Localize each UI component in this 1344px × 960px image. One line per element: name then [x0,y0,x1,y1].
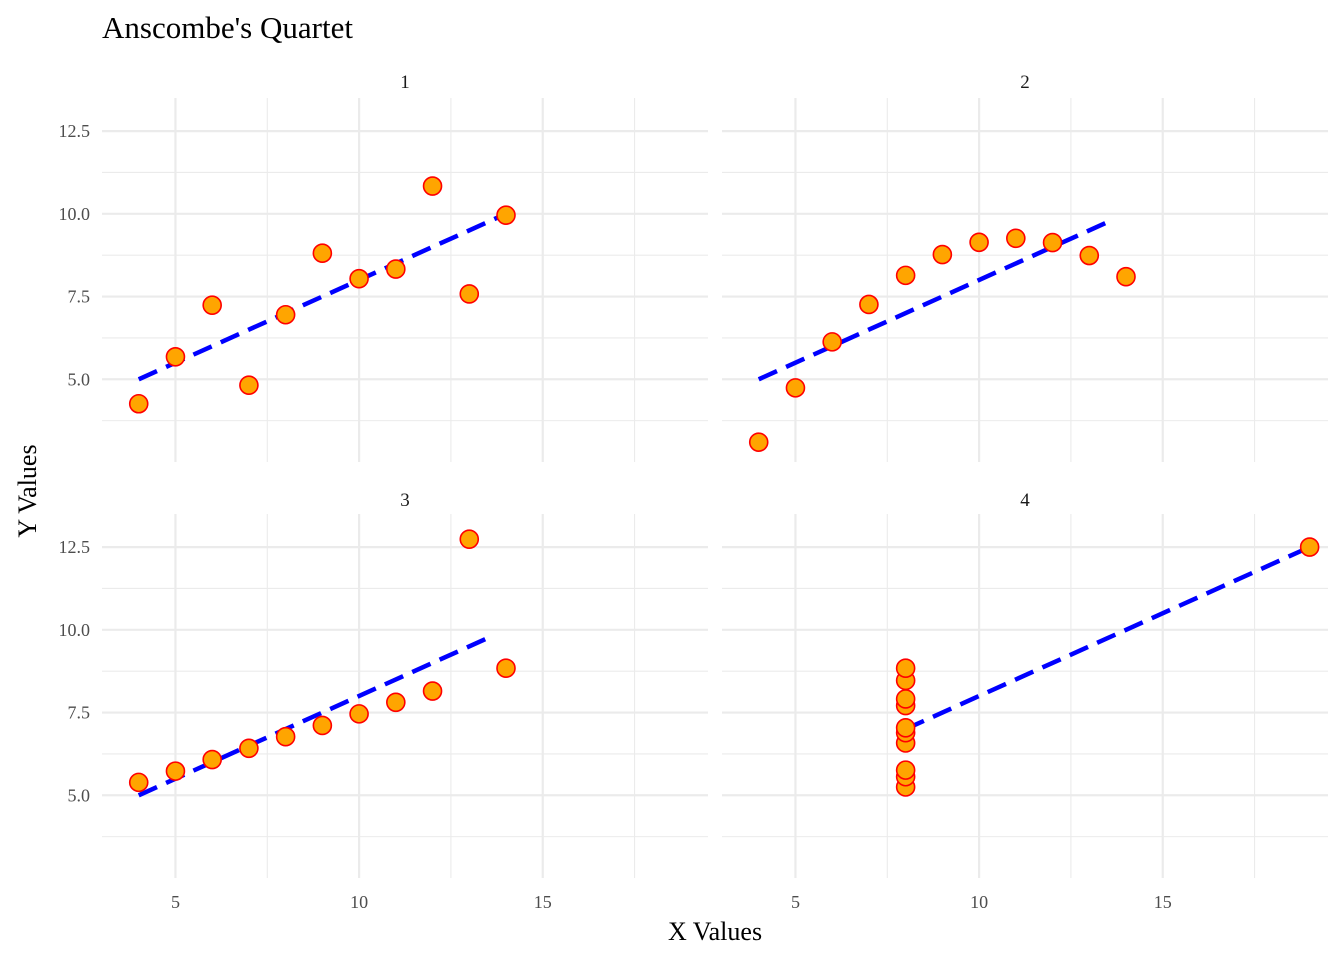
data-point [165,346,186,367]
y-tick-label: 7.5 [68,287,91,307]
data-point [895,689,916,709]
y-tick-label: 10.0 [59,204,91,224]
data-point [349,704,369,724]
data-point [239,738,259,759]
regression-line [137,211,507,382]
y-tick-label: 5.0 [68,369,91,389]
y-tick-label: 10.0 [59,620,91,640]
panel-3: 3 5.0 7.5 10.0 12.5 5 10 15 [59,490,708,912]
data-point [128,772,149,793]
data-point [459,284,480,304]
y-axis-title: Y Values [13,444,42,537]
data-point [496,205,516,225]
data-point [275,726,296,747]
x-tick-label: 10 [970,892,988,912]
regression-line [757,218,1113,382]
regression-line [137,634,493,798]
data-point [1006,228,1026,249]
facet-panels: 1 5.0 7.5 10.0 12.5 2 3 5.0 7.5 10.0 12.5 5 10 15 4 5 10… [59,72,1328,912]
data-point [748,432,769,452]
chart-title: Anscombe's Quartet [102,10,353,45]
x-tick-label: 15 [1154,892,1172,912]
data-point [275,304,296,325]
data-point [969,232,989,253]
y-tick-label: 12.5 [59,121,91,141]
panel-1: 1 5.0 7.5 10.0 12.5 [59,72,708,462]
panel-strip-label: 3 [400,490,410,511]
data-point [1079,245,1100,266]
data-point [932,244,953,265]
x-tick-label: 5 [171,892,180,912]
data-point [422,681,443,701]
x-tick-label: 5 [791,892,800,912]
data-point [785,378,806,398]
data-point [822,332,842,352]
data-point [496,658,516,679]
data-point [422,176,443,196]
x-tick-label: 15 [534,892,552,912]
data-point [386,692,406,713]
data-point [312,243,333,263]
y-tick-label: 12.5 [59,537,91,557]
data-point [239,375,259,396]
x-axis-title: X Values [668,917,762,946]
data-point [859,294,879,315]
data-point [312,715,333,736]
x-tick-label: 10 [350,892,368,912]
panel-4: 4 5 10 15 [722,490,1328,912]
data-point [1042,232,1063,253]
y-tick-label: 5.0 [68,785,91,805]
data-point [165,761,186,781]
data-point [895,760,916,780]
panel-strip-label: 4 [1020,490,1030,511]
data-point [202,749,222,770]
panel-strip-label: 1 [400,72,410,93]
y-tick-label: 7.5 [68,703,91,723]
data-point [128,393,149,414]
panel-strip-label: 2 [1020,72,1030,93]
data-point [1299,537,1320,557]
data-point [895,265,916,286]
data-point [1116,266,1136,287]
regression-line [904,545,1311,732]
panel-2: 2 [722,72,1328,462]
data-point [895,717,916,738]
data-point [202,295,222,315]
data-point [895,658,916,679]
data-point [459,529,480,549]
data-point [349,268,369,289]
data-point [386,259,406,279]
